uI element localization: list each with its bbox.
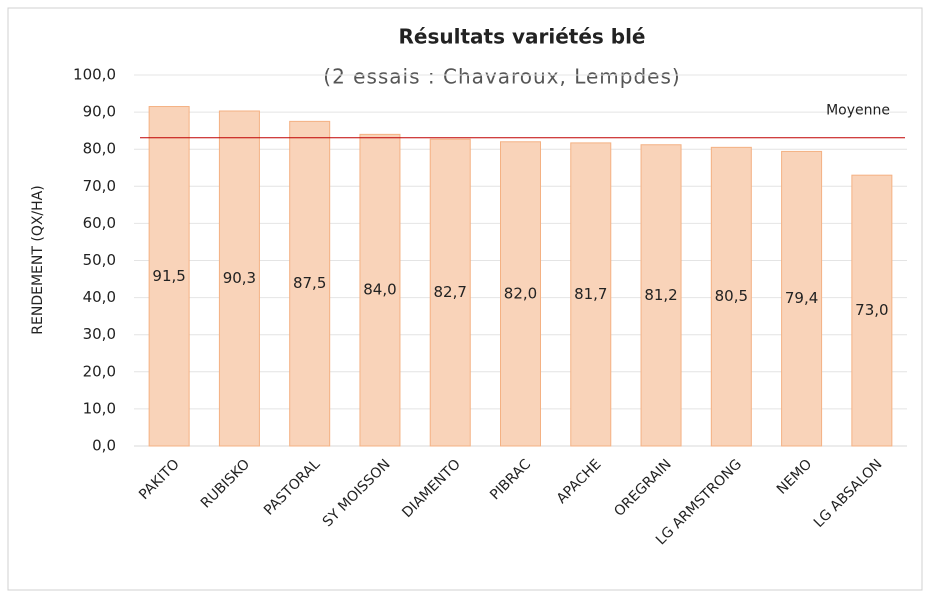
y-tick-label: 60,0 (83, 214, 116, 232)
y-tick-label: 10,0 (83, 399, 116, 417)
y-tick-label: 80,0 (83, 140, 116, 158)
data-label: 90,3 (223, 269, 256, 287)
y-axis-label: RENDEMENT (QX/HA) (30, 185, 46, 334)
y-tick-label: 50,0 (83, 251, 116, 269)
bar (429, 138, 471, 447)
data-label: 82,7 (434, 283, 467, 301)
data-label: 91,5 (152, 267, 185, 285)
y-tick-label: 90,0 (83, 103, 116, 121)
data-label: 81,2 (644, 286, 677, 304)
bar (710, 146, 752, 447)
chart-subtitle: (2 essais : Chavaroux, Lempdes) (323, 65, 680, 89)
reference-label: Moyenne (826, 103, 890, 119)
bar (640, 144, 682, 447)
y-tick-label: 100,0 (73, 66, 116, 84)
bar (148, 106, 190, 447)
chart-title: Résultats variétés blé (399, 25, 646, 49)
bar (359, 133, 401, 447)
y-tick-label: 0,0 (92, 437, 116, 455)
data-label: 73,0 (855, 301, 888, 319)
y-tick-label: 20,0 (83, 362, 116, 380)
bar (218, 110, 260, 447)
data-label: 81,7 (574, 285, 607, 303)
y-tick-label: 30,0 (83, 325, 116, 343)
data-label: 82,0 (504, 284, 537, 302)
bar (289, 120, 331, 447)
data-label: 80,5 (715, 287, 748, 305)
bar (781, 150, 823, 447)
y-tick-label: 70,0 (83, 177, 116, 195)
bar (500, 141, 541, 447)
bar (851, 174, 893, 447)
data-label: 84,0 (363, 281, 396, 299)
bar (570, 142, 612, 447)
data-label: 87,5 (293, 274, 326, 292)
y-tick-label: 40,0 (83, 288, 116, 306)
data-label: 79,4 (785, 289, 818, 307)
